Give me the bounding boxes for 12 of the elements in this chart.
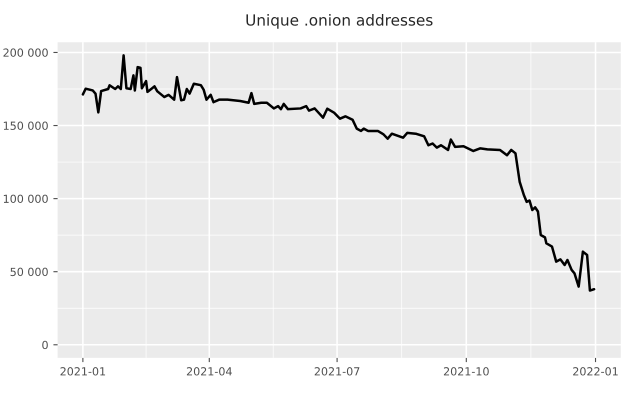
y-tick-label: 50 000 bbox=[10, 268, 48, 276]
x-tick-label: 2021-10 bbox=[444, 367, 489, 376]
x-tick-label: 2021-01 bbox=[60, 367, 106, 376]
line-series bbox=[82, 54, 596, 292]
x-tick-label: 2021-07 bbox=[314, 367, 360, 376]
x-tick-label: 2022-01 bbox=[573, 367, 618, 376]
y-tick-label: 200 000 bbox=[3, 48, 48, 57]
y-tick-label: 0 bbox=[42, 340, 48, 350]
x-tick-label: 2021-04 bbox=[186, 367, 232, 376]
y-tick-label: 150 000 bbox=[4, 122, 48, 130]
y-tick-label: 100 000 bbox=[4, 194, 48, 203]
chart-title: Unique .onion addresses bbox=[246, 14, 433, 29]
